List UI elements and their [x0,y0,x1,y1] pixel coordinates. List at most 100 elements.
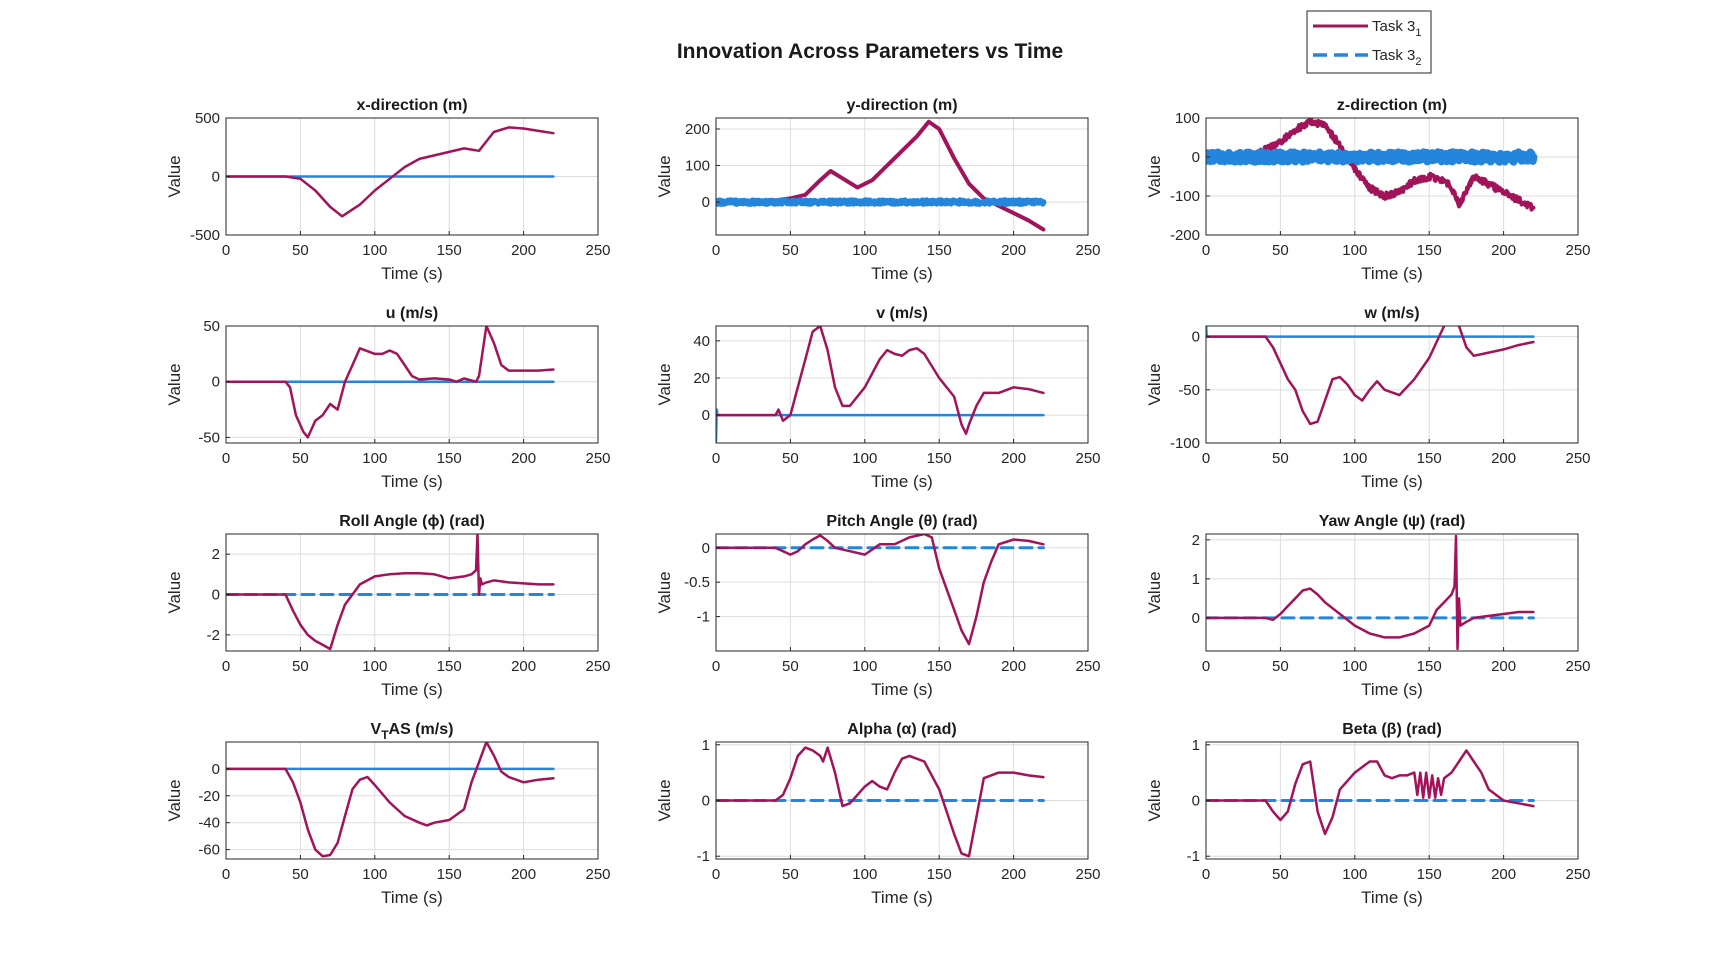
subplot-title: Beta (β) (rad) [1342,721,1442,738]
subplot-9: 0 50 100 150 200 250 -60 -40 -20 0 VTAS (m/s) Time … [165,721,611,907]
x-tick-label: 200 [1491,866,1516,883]
y-tick-label: 0 [1192,149,1200,166]
x-tick-label: 50 [1272,242,1289,259]
x-axis-label: Time (s) [381,680,443,699]
legend-label-task3-2: Task 32 [1372,47,1421,68]
x-tick-label: 0 [712,866,720,883]
x-tick-label: 0 [1202,658,1210,675]
x-tick-label: 50 [782,658,799,675]
y-tick-label: 200 [685,121,710,138]
subplot-7: 0 50 100 150 200 250 -1 -0.5 0 Pitch Angle (θ) (r… [655,513,1101,699]
y-tick-label: 100 [1175,110,1200,127]
y-tick-label: 0 [702,194,710,211]
axes-box [225,741,599,860]
series-task3-1-line [226,126,555,218]
y-tick-label: 50 [203,318,220,335]
y-tick-label: 500 [195,110,220,127]
x-tick-label: 250 [1075,866,1100,883]
y-tick-label: -60 [198,842,220,859]
x-tick-label: 200 [1491,450,1516,467]
x-tick-label: 100 [362,658,387,675]
axes-frame [1205,117,1579,236]
x-axis-label: Time (s) [871,472,933,491]
subplot-8: 0 50 100 150 200 250 0 1 2 Yaw Angle (ψ) (rad) Tim… [1145,513,1591,699]
plot-area [226,326,555,439]
x-tick-label: 250 [1565,866,1590,883]
x-tick-label: 100 [1342,242,1367,259]
x-tick-label: 100 [1342,866,1367,883]
axes-box [715,325,1089,444]
y-tick-label: -2 [207,627,220,644]
y-tick-label: 0 [1192,793,1200,810]
series-task3-2-line [716,197,1047,207]
x-tick-label: 250 [1075,242,1100,259]
x-axis-label: Time (s) [871,888,933,907]
series-task3-1-line [716,326,1045,435]
plot-area [1206,118,1538,212]
x-tick-label: 100 [1342,450,1367,467]
figure-title: Innovation Across Parameters vs Time [677,40,1063,63]
x-tick-label: 150 [437,242,462,259]
subplot-title: u (m/s) [386,305,438,322]
plot-area [226,126,555,218]
x-tick-label: 150 [927,242,952,259]
y-tick-label: -40 [198,815,220,832]
x-tick-label: 50 [292,242,309,259]
plot-area [716,746,1045,858]
series-task3-1-line [1206,749,1535,836]
x-tick-label: 50 [782,242,799,259]
x-axis-label: Time (s) [1361,264,1423,283]
series-task3-1-line [226,534,555,651]
y-tick-label: 100 [685,158,710,175]
x-tick-label: 100 [362,866,387,883]
axes-frame [715,117,1089,236]
y-tick-label: -100 [1170,188,1200,205]
x-axis-label: Time (s) [1361,680,1423,699]
y-tick-label: 2 [1192,532,1200,549]
x-tick-label: 250 [1565,242,1590,259]
series-task3-1-line [1206,534,1535,651]
plot-area [1206,534,1535,651]
x-tick-label: 200 [511,866,536,883]
axes-frame [225,325,599,444]
y-tick-label: 1 [1192,571,1200,588]
x-tick-label: 200 [1491,658,1516,675]
plot-area [226,534,555,651]
subplot-title: z-direction (m) [1337,97,1447,114]
x-tick-label: 200 [511,658,536,675]
x-tick-label: 250 [1075,450,1100,467]
x-tick-label: 150 [437,450,462,467]
x-tick-label: 0 [712,658,720,675]
x-axis-label: Time (s) [1361,472,1423,491]
subplot-title: Alpha (α) (rad) [847,721,956,738]
x-axis-label: Time (s) [871,264,933,283]
series-task3-2-line [1206,148,1538,166]
legend: Task 31 Task 32 [1306,10,1432,74]
subplot-title: VTAS (m/s) [371,721,454,742]
x-axis-label: Time (s) [381,472,443,491]
y-tick-label: -1 [697,848,710,865]
x-tick-label: 250 [1565,658,1590,675]
x-tick-label: 150 [1417,866,1442,883]
x-axis-label: Time (s) [871,680,933,699]
x-tick-label: 50 [782,450,799,467]
x-tick-label: 100 [362,242,387,259]
x-tick-label: 200 [511,450,536,467]
x-tick-label: 0 [1202,866,1210,883]
x-tick-label: 0 [222,658,230,675]
x-tick-label: 100 [852,866,877,883]
series-task3-1-line [716,746,1045,858]
x-tick-label: 50 [1272,658,1289,675]
y-tick-label: 1 [1192,737,1200,754]
subplot-1: 0 50 100 150 200 250 0 100 200 y-direction (m) Tim… [655,97,1101,283]
y-tick-label: 0 [702,793,710,810]
y-tick-label: -500 [190,227,220,244]
x-tick-label: 250 [1075,658,1100,675]
y-tick-label: -1 [697,609,710,626]
series-task3-2-line [716,408,1045,443]
y-tick-label: 0 [702,407,710,424]
x-tick-label: 250 [585,658,610,675]
plot-area [1206,749,1535,836]
y-tick-label: 20 [693,370,710,387]
